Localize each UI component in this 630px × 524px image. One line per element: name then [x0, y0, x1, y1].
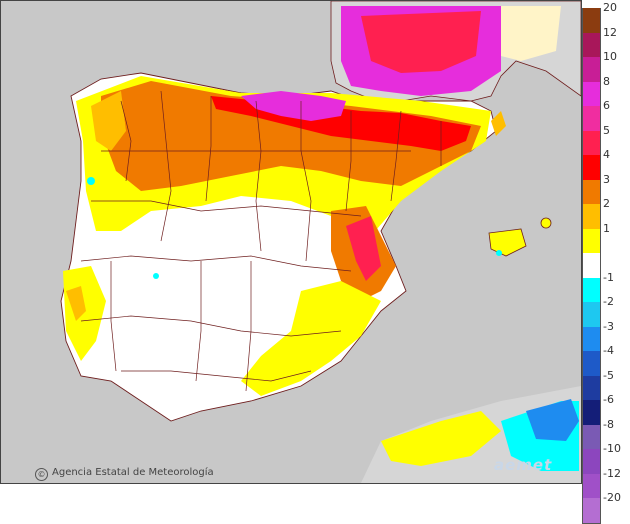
- zone-plus1-northeast: [491, 111, 506, 136]
- zone-plus1-south: [241, 281, 381, 396]
- legend-label-12: 12: [603, 25, 617, 39]
- credit-label: Agencia Estatal de Meteorología: [52, 467, 214, 478]
- legend-label-10: 10: [603, 50, 617, 63]
- legend-label--3: -3: [603, 319, 614, 333]
- legend-swatch--6: [582, 400, 601, 425]
- zone-plus2-west: [66, 286, 86, 321]
- zone-minus3-africa: [526, 399, 579, 441]
- legend-label--8: -8: [603, 417, 614, 431]
- legend-swatch--8: [582, 424, 601, 449]
- anomaly-map: [1, 1, 581, 483]
- legend-swatch-2: [582, 204, 601, 229]
- legend-bottom-border: [582, 522, 601, 524]
- zone-plus1-alboran: [381, 411, 501, 466]
- anomaly-overlays: [63, 6, 579, 471]
- legend-swatch-8: [582, 81, 601, 106]
- zone-plus2-northwest: [91, 91, 126, 151]
- zone-minus1-patch-3: [496, 250, 502, 256]
- legend-swatch-4: [582, 155, 601, 180]
- balearic-islands: [488, 228, 527, 257]
- credit-text: © Agencia Estatal de Meteorología: [35, 467, 214, 481]
- color-legend: 20 12 10 8 6 5 4 3 2 1 -1 -2 -3 -4 -5 -6 -8 -10 -12 -20: [582, 2, 630, 524]
- legend-label--6: -6: [603, 393, 614, 406]
- map-frame: © Agencia Estatal de Meteorología aemet: [0, 0, 582, 484]
- legend-label-4: 4: [603, 148, 610, 161]
- legend-swatch--10: [582, 449, 601, 474]
- legend-label-1: 1: [603, 221, 610, 235]
- zone-minus1-patch-2: [153, 273, 159, 279]
- legend-label--5: -5: [603, 368, 614, 382]
- zone-plus4-france: [361, 11, 481, 73]
- legend-swatch--12: [582, 473, 601, 498]
- copyright-symbol: ©: [35, 468, 48, 481]
- legend-label-8: 8: [603, 74, 610, 88]
- zone-plus6-pyrenees: [241, 91, 346, 121]
- legend-label-20: 20: [603, 1, 617, 14]
- legend-swatch-5: [582, 130, 601, 155]
- legend-label--20: -20: [603, 491, 621, 504]
- legend-swatch-1: [582, 228, 601, 253]
- zone-plus3-north: [101, 81, 481, 191]
- legend-label-5: 5: [603, 123, 610, 137]
- legend-label--2: -2: [603, 295, 614, 308]
- province-borders: [80, 90, 442, 392]
- zone-plus2-east-france: [501, 6, 561, 61]
- zone-minus1-patch-1: [87, 177, 95, 185]
- legend-swatch--5: [582, 375, 601, 400]
- legend-label--4: -4: [603, 344, 614, 357]
- legend-swatch-20: [582, 8, 601, 33]
- legend-swatch--20: [582, 498, 601, 523]
- legend-label-6: 6: [603, 99, 610, 112]
- legend-label--10: -10: [603, 442, 621, 455]
- legend-swatch-10: [582, 57, 601, 82]
- legend-label-3: 3: [603, 172, 610, 186]
- legend-swatch-3: [582, 179, 601, 204]
- balearic-island-small: [540, 217, 552, 229]
- legend-swatch--2: [582, 302, 601, 327]
- legend-swatch-12: [582, 32, 601, 57]
- legend-label--12: -12: [603, 466, 621, 480]
- legend-swatch--4: [582, 351, 601, 376]
- zone-plus4-east: [346, 216, 381, 281]
- legend-swatch-neutral: [582, 253, 601, 278]
- brand-logo: aemet: [494, 456, 553, 474]
- legend-label-2: 2: [603, 197, 610, 210]
- legend-swatch--3: [582, 326, 601, 351]
- legend-swatch-6: [582, 106, 601, 131]
- legend-label--1: -1: [603, 270, 614, 284]
- legend-swatch--1: [582, 277, 601, 302]
